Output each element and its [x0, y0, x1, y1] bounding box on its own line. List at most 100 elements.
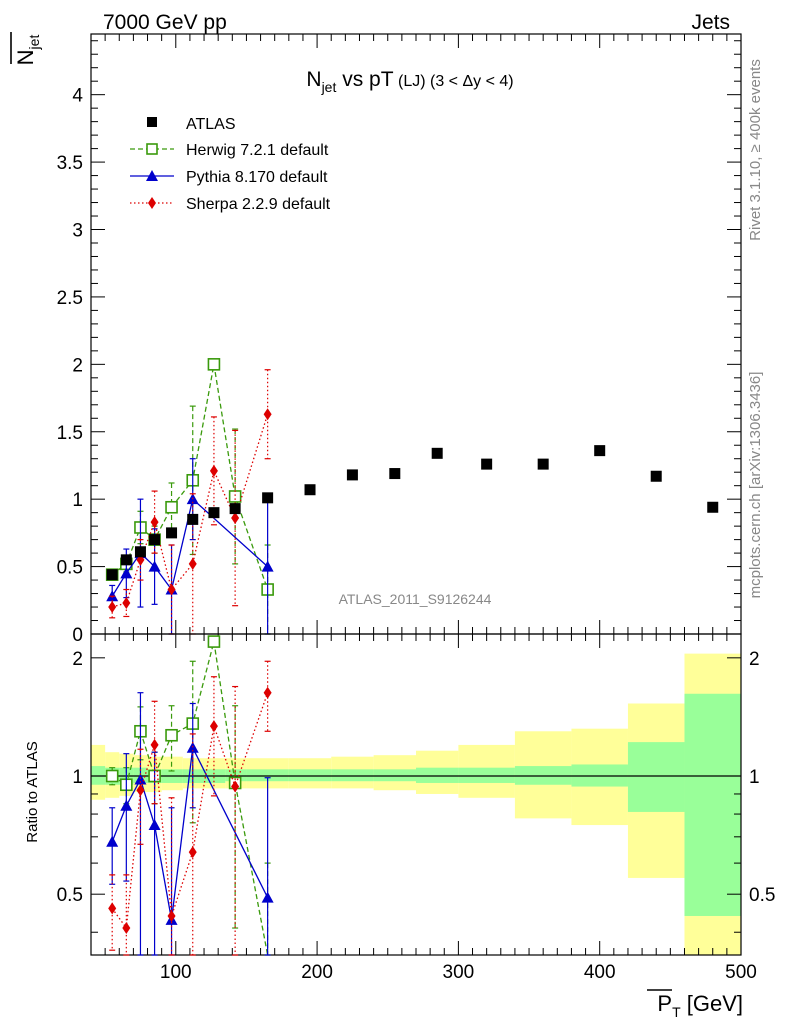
- data-point: [106, 835, 119, 847]
- legend-marker-sherpa: [148, 197, 156, 209]
- ratio-y-tick-label-right: 2: [749, 649, 760, 670]
- uncertainty-bands: [91, 653, 741, 955]
- data-point: [120, 567, 133, 579]
- series-pythia: [106, 692, 274, 956]
- data-point: [229, 503, 241, 515]
- ratio-y-tick-label-right: 0.5: [749, 885, 775, 906]
- legend-marker-pythia: [146, 170, 158, 181]
- ratio-panel-axes: 0.5 0.5 1 1 2 2 100 200 300 400 500: [57, 633, 775, 983]
- y-tick-label: 3.5: [57, 153, 83, 174]
- data-point: [120, 554, 132, 566]
- data-point: [134, 546, 146, 558]
- x-tick-label: 300: [443, 962, 475, 983]
- data-point: [150, 738, 159, 751]
- data-point: [263, 686, 272, 699]
- data-point: [187, 513, 199, 525]
- y-tick-label: 3: [72, 221, 83, 242]
- data-point: [150, 516, 159, 529]
- data-point: [105, 769, 119, 783]
- data-point: [167, 909, 176, 922]
- series-line: [111, 364, 269, 590]
- band-green: [458, 767, 515, 783]
- legend-marker-atlas: [147, 117, 157, 127]
- series-herwig: [105, 358, 274, 635]
- series-sherpa: [108, 660, 272, 956]
- data-point: [261, 560, 274, 572]
- svg-text:PT [GeV]: PT [GeV]: [657, 991, 743, 1020]
- data-point: [167, 583, 176, 596]
- main-plot-title: Njet vs pT (LJ) (3 < Δy < 4): [306, 68, 513, 95]
- title-rest: vs pT: [336, 68, 393, 91]
- xlabel-p: P: [657, 991, 672, 1016]
- series-sherpa: [108, 369, 272, 635]
- y-tick-label: 4: [72, 86, 83, 107]
- series-atlas: [106, 445, 719, 581]
- data-point: [108, 902, 117, 915]
- band-green: [246, 769, 289, 782]
- band-green: [331, 769, 374, 782]
- data-point: [431, 447, 443, 459]
- data-point: [122, 922, 131, 935]
- data-point: [594, 445, 606, 457]
- x-tick-label: 100: [160, 962, 192, 983]
- legend-label-pythia: Pythia 8.170 default: [186, 169, 328, 186]
- data-point: [481, 458, 493, 470]
- y-tick-label: 0.5: [57, 558, 83, 579]
- legend-label-herwig: Herwig 7.2.1 default: [186, 142, 329, 159]
- y-tick-label: 0: [72, 625, 83, 646]
- legend-label-sherpa: Sherpa 2.2.9 default: [186, 196, 331, 213]
- data-point: [231, 780, 240, 793]
- data-point: [231, 512, 240, 525]
- xlabel-sub: T: [672, 1004, 681, 1020]
- ratio-y-tick-label-right: 1: [749, 767, 760, 788]
- top-panel-axes: 0 0.5 1 1.5 2 2.5 3 3.5 4: [57, 33, 742, 646]
- rivet-label: Rivet 3.1.10, ≥ 400k events: [747, 59, 764, 241]
- y-tick-label: 2: [72, 355, 83, 376]
- data-point: [537, 458, 549, 470]
- data-point: [389, 468, 401, 480]
- svg-text:Njet: Njet: [13, 35, 42, 66]
- y-tick-label: 1.5: [57, 423, 83, 444]
- data-point: [106, 569, 118, 581]
- x-tick-label: 500: [725, 962, 757, 983]
- band-green: [627, 742, 685, 812]
- data-point: [149, 534, 161, 546]
- y-tick-label: 1: [72, 490, 83, 511]
- top-ylabel: Njet: [10, 32, 42, 66]
- legend: ATLAS Herwig 7.2.1 default Pythia 8.170 …: [130, 116, 331, 213]
- data-point: [136, 784, 145, 797]
- xlabel-rest: [GeV]: [681, 991, 743, 1016]
- data-point: [120, 799, 133, 811]
- collision-label: 7000 GeV pp: [103, 11, 227, 34]
- x-tick-label: 200: [301, 962, 333, 983]
- top-panel-series: [105, 358, 719, 635]
- mcplots-label: mcplots.cern.ch [arXiv:1306.3436]: [747, 372, 764, 599]
- band-green: [288, 769, 332, 782]
- data-point: [209, 464, 218, 477]
- title-small: (LJ) (3 < Δy < 4): [394, 73, 514, 90]
- data-point: [134, 773, 147, 785]
- series-line: [111, 641, 269, 956]
- ratio-y-tick-label: 0.5: [57, 885, 83, 906]
- legend-marker-herwig: [146, 143, 158, 155]
- band-green: [416, 767, 459, 783]
- x-axis-label: PT [GeV]: [647, 989, 743, 1020]
- ratio-y-tick-label: 1: [72, 767, 83, 788]
- data-point: [165, 500, 178, 514]
- data-point: [228, 490, 242, 503]
- ylabel-n: N: [13, 49, 38, 65]
- ratio-ylabel: Ratio to ATLAS: [24, 741, 41, 842]
- data-point: [166, 527, 178, 539]
- data-point: [188, 846, 197, 859]
- data-point: [261, 891, 274, 903]
- series-line: [112, 414, 269, 608]
- data-point: [148, 819, 161, 831]
- ylabel-sub: jet: [26, 35, 42, 51]
- data-point: [165, 728, 178, 742]
- data-point: [650, 470, 662, 482]
- data-point: [108, 601, 117, 614]
- band-green: [684, 693, 741, 916]
- data-point: [262, 492, 274, 504]
- title-sub: jet: [321, 79, 337, 95]
